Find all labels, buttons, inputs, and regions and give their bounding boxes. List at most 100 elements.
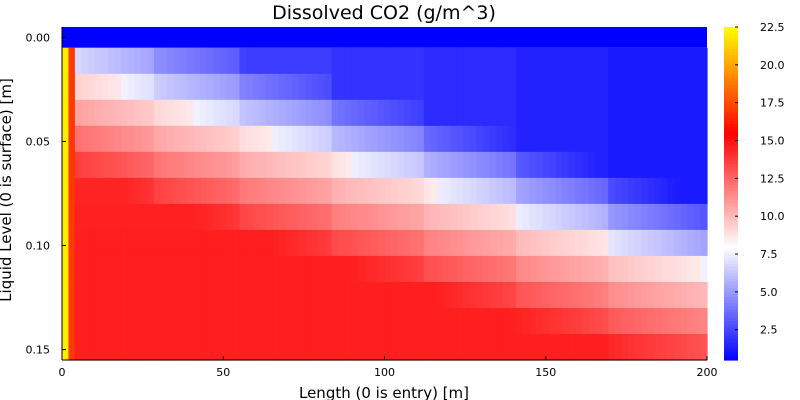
heatmap-cell bbox=[94, 255, 102, 283]
heatmap-cell bbox=[140, 203, 148, 231]
heatmap-cell bbox=[522, 151, 530, 179]
heatmap-cell bbox=[186, 99, 195, 127]
heatmap-cell bbox=[364, 151, 372, 179]
heatmap-cell bbox=[667, 255, 675, 283]
heatmap-cell bbox=[548, 333, 557, 361]
heatmap-cell bbox=[654, 229, 662, 257]
heatmap-cell bbox=[397, 47, 405, 75]
heatmap-cell bbox=[621, 125, 629, 153]
heatmap-cell bbox=[134, 125, 142, 153]
heatmap-cell bbox=[575, 47, 583, 75]
colorbar-segment bbox=[724, 323, 738, 328]
heatmap-cell bbox=[390, 333, 399, 361]
heatmap-cell bbox=[469, 125, 478, 153]
heatmap-cell bbox=[700, 151, 708, 179]
heatmap-cell bbox=[496, 333, 504, 361]
heatmap-cell bbox=[509, 255, 517, 283]
heatmap-cell bbox=[272, 177, 280, 205]
colorbar-segment bbox=[724, 332, 738, 337]
heatmap-cell bbox=[568, 307, 576, 335]
heatmap-cell bbox=[167, 99, 175, 127]
heatmap-cell bbox=[147, 307, 155, 335]
heatmap-cell bbox=[167, 177, 175, 205]
heatmap-cell bbox=[338, 255, 346, 283]
heatmap-cell bbox=[338, 307, 346, 335]
heatmap-cell bbox=[687, 203, 695, 231]
heatmap-cell bbox=[581, 229, 590, 257]
heatmap-cell bbox=[338, 125, 346, 153]
heatmap-cell bbox=[489, 203, 497, 231]
heatmap-cell bbox=[581, 255, 590, 283]
heatmap-cell bbox=[483, 307, 491, 335]
heatmap-cell bbox=[305, 99, 313, 127]
heatmap-cell bbox=[344, 203, 353, 231]
heatmap-cell bbox=[298, 73, 306, 101]
heatmap-cell bbox=[608, 203, 616, 231]
heatmap-cell bbox=[325, 99, 333, 127]
heatmap-cell bbox=[81, 99, 89, 127]
heatmap-cell bbox=[351, 229, 359, 257]
heatmap-cell bbox=[621, 281, 629, 309]
colorbar-segment bbox=[724, 284, 738, 288]
heatmap-cell bbox=[114, 47, 122, 75]
heatmap-cell bbox=[62, 73, 70, 101]
heatmap-cell bbox=[404, 281, 412, 309]
heatmap-cell bbox=[463, 151, 471, 179]
heatmap-cell bbox=[265, 177, 274, 205]
heatmap-cell bbox=[160, 281, 168, 309]
heatmap-cell bbox=[390, 255, 399, 283]
colorbar-segment bbox=[724, 257, 738, 261]
heatmap-cell bbox=[660, 151, 669, 179]
heatmap-cell bbox=[693, 281, 702, 309]
heatmap-cell bbox=[575, 177, 583, 205]
heatmap-cell bbox=[272, 255, 280, 283]
heatmap-cell bbox=[687, 281, 695, 309]
heatmap-cell bbox=[483, 203, 491, 231]
heatmap-cell bbox=[417, 177, 425, 205]
heatmap-cell bbox=[463, 99, 471, 127]
heatmap-cell bbox=[627, 73, 636, 101]
heatmap-cell bbox=[693, 203, 702, 231]
heatmap-cell bbox=[259, 151, 267, 179]
heatmap-cell bbox=[377, 47, 385, 75]
heatmap-cell bbox=[127, 229, 135, 257]
heatmap-cell bbox=[101, 203, 109, 231]
heatmap-cell bbox=[292, 281, 300, 309]
heatmap-cell bbox=[74, 307, 83, 335]
heatmap-cell bbox=[502, 281, 511, 309]
heatmap-cell bbox=[311, 229, 320, 257]
heatmap-cell bbox=[180, 255, 188, 283]
colorbar-segment bbox=[724, 320, 738, 325]
heatmap-cell bbox=[62, 177, 70, 205]
heatmap-cell bbox=[311, 203, 320, 231]
heatmap-cell bbox=[101, 151, 109, 179]
heatmap-cell bbox=[700, 125, 708, 153]
heatmap-cell bbox=[417, 281, 425, 309]
heatmap-cell bbox=[562, 203, 570, 231]
heatmap-cell bbox=[700, 47, 708, 75]
heatmap-cell bbox=[535, 255, 543, 283]
heatmap-cell bbox=[371, 47, 379, 75]
colorbar-segment bbox=[724, 205, 738, 210]
heatmap-cell bbox=[548, 47, 557, 75]
heatmap-cell bbox=[213, 333, 221, 361]
heatmap-cell bbox=[338, 99, 346, 127]
heatmap-cell bbox=[641, 177, 649, 205]
heatmap-cell bbox=[318, 177, 326, 205]
heatmap-cell bbox=[279, 255, 287, 283]
heatmap-cell bbox=[529, 151, 537, 179]
heatmap-cell bbox=[687, 73, 695, 101]
heatmap-cell bbox=[311, 125, 320, 153]
heatmap-cell bbox=[627, 229, 636, 257]
heatmap-cell bbox=[680, 177, 688, 205]
heatmap-cell bbox=[219, 151, 227, 179]
heatmap-cell bbox=[575, 73, 583, 101]
heatmap-cell bbox=[476, 125, 484, 153]
heatmap-cell bbox=[246, 203, 254, 231]
heatmap-cell bbox=[351, 281, 359, 309]
colorbar-segment bbox=[724, 145, 738, 149]
heatmap-cell bbox=[311, 281, 320, 309]
heatmap-cell bbox=[219, 177, 227, 205]
heatmap-cell bbox=[134, 281, 142, 309]
heatmap-cell bbox=[562, 151, 570, 179]
